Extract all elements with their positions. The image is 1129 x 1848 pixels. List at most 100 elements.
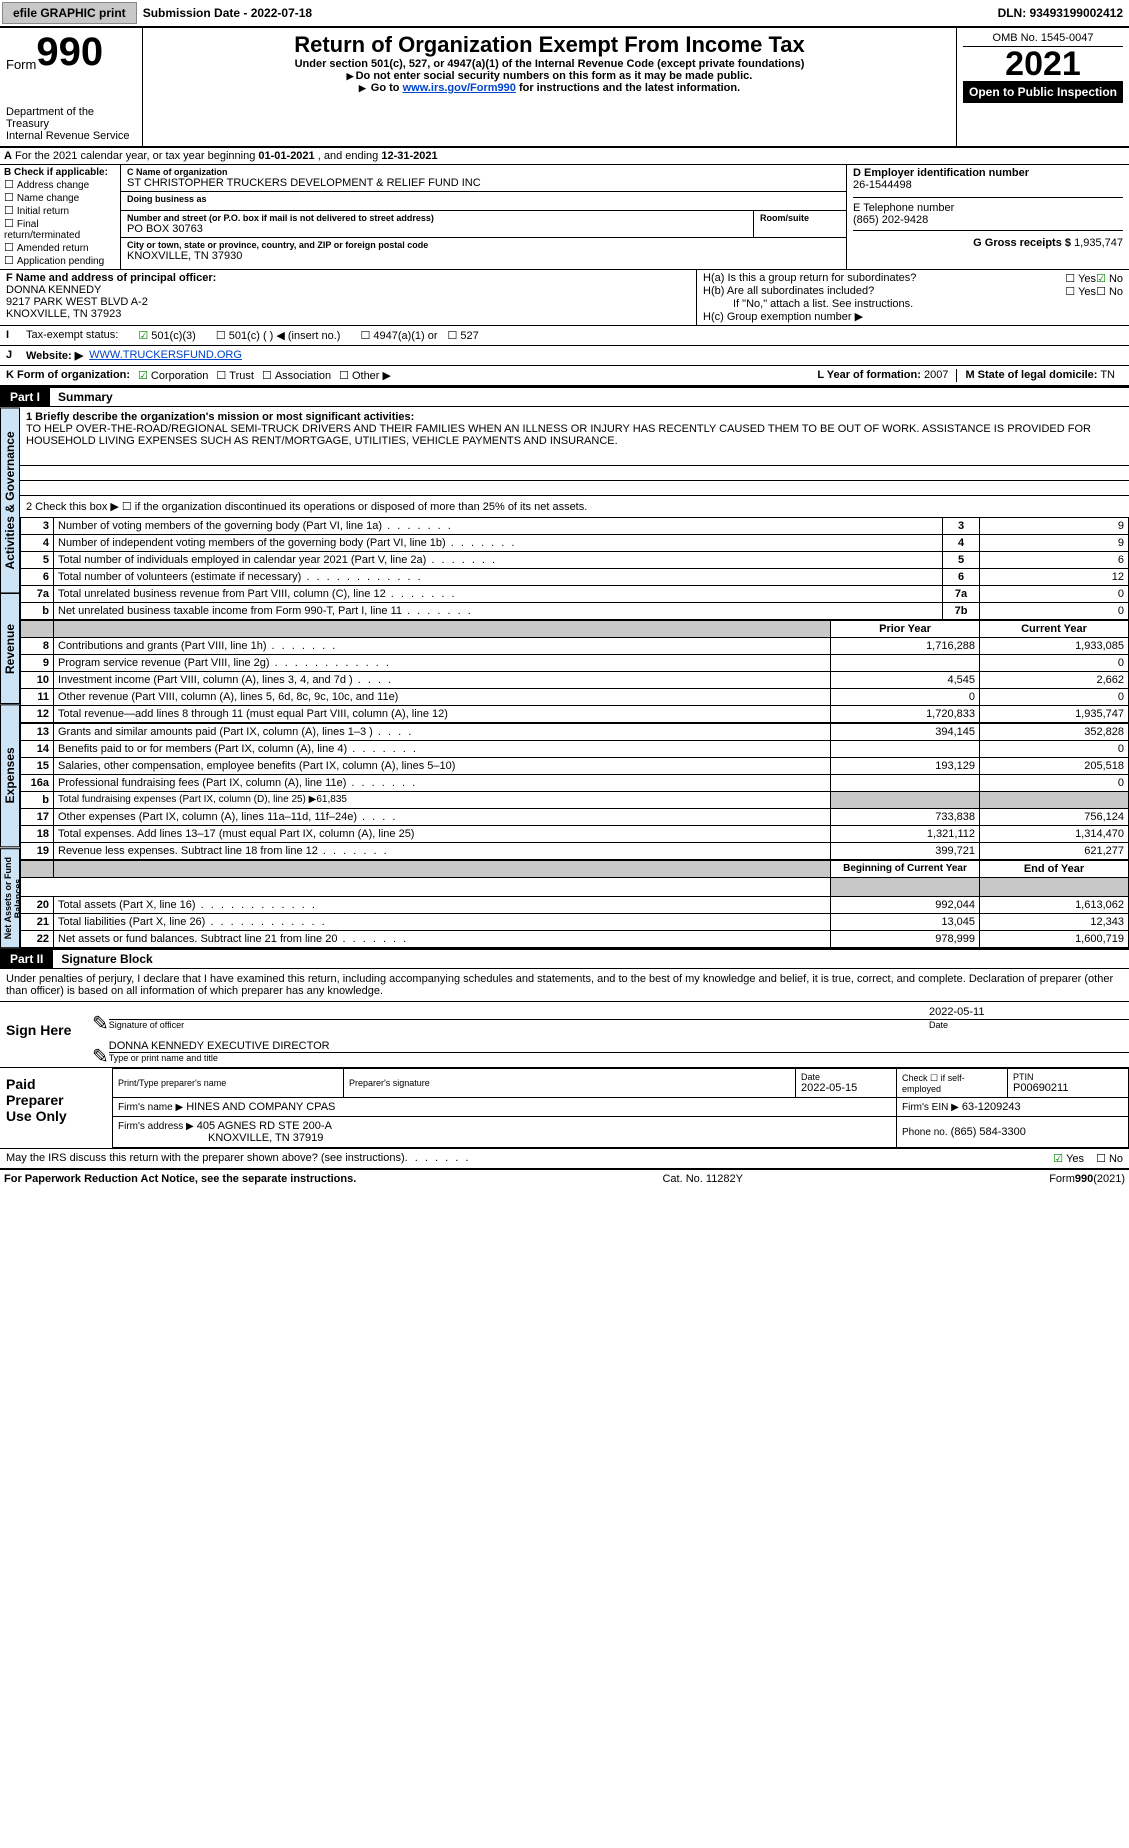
chk-address-change[interactable]: Address change (4, 178, 116, 191)
chk-other[interactable]: Other ▶ (339, 369, 391, 382)
officer-print-label: Type or print name and title (109, 1052, 1129, 1063)
chk-final-return[interactable]: Final return/terminated (4, 217, 116, 241)
section-l-label: L Year of formation: (817, 369, 921, 381)
officer-addr1: 9217 PARK WEST BLVD A-2 (6, 296, 690, 308)
street-label: Number and street (or P.O. box if mail i… (127, 213, 747, 223)
section-fh: F Name and address of principal officer:… (0, 270, 1129, 326)
table-row: 19Revenue less expenses. Subtract line 1… (21, 843, 1129, 860)
table-row: bTotal fundraising expenses (Part IX, co… (21, 792, 1129, 809)
self-employed-check[interactable]: Check ☐ if self-employed (897, 1069, 1008, 1098)
use-only-label: Use Only (6, 1108, 106, 1124)
firm-phone: (865) 584-3300 (951, 1126, 1026, 1138)
section-m-label: M State of legal domicile: (965, 369, 1097, 381)
table-row: 4Number of independent voting members of… (21, 535, 1129, 552)
tab-revenue: Revenue (0, 593, 20, 704)
firm-phone-label: Phone no. (902, 1127, 948, 1138)
table-row: 17Other expenses (Part IX, column (A), l… (21, 809, 1129, 826)
paid-preparer-section: Paid Preparer Use Only Print/Type prepar… (0, 1068, 1129, 1148)
open-public-badge: Open to Public Inspection (963, 81, 1123, 103)
mission-blank-line-1 (20, 451, 1129, 466)
hb-no[interactable]: No (1096, 285, 1123, 298)
table-row: bNet unrelated business taxable income f… (21, 603, 1129, 620)
chk-501c[interactable]: 501(c) ( ) ◀ (insert no.) (216, 329, 341, 342)
table-row: 20Total assets (Part X, line 16)992,0441… (21, 897, 1129, 914)
ha-yes[interactable]: Yes (1065, 272, 1096, 285)
top-controls: efile GRAPHIC print Submission Date - 20… (0, 0, 1129, 26)
table-row: 7aTotal unrelated business revenue from … (21, 586, 1129, 603)
efile-print-button[interactable]: efile GRAPHIC print (2, 2, 137, 24)
footer-left: For Paperwork Reduction Act Notice, see … (4, 1173, 356, 1185)
mission-text: TO HELP OVER-THE-ROAD/REGIONAL SEMI-TRUC… (26, 423, 1123, 447)
preparer-date-label: Date (801, 1072, 820, 1082)
dln-label: DLN: 93493199002412 (998, 6, 1127, 20)
chk-corp[interactable]: Corporation (138, 369, 208, 382)
table-row: 3Number of voting members of the governi… (21, 518, 1129, 535)
section-j: J Website: ▶ WWW.TRUCKERSFUND.ORG (0, 346, 1129, 366)
section-e-label: E Telephone number (853, 202, 1123, 214)
website-link[interactable]: WWW.TRUCKERSFUND.ORG (89, 349, 242, 362)
part-ii-header: Part II Signature Block (0, 948, 1129, 969)
table-row: 12Total revenue—add lines 8 through 11 (… (21, 706, 1129, 723)
hdr-prior-year: Prior Year (831, 621, 980, 638)
chk-501c3[interactable]: 501(c)(3) (138, 329, 196, 342)
ein-value: 26-1544498 (853, 179, 1123, 191)
firm-name: HINES AND COMPANY CPAS (186, 1101, 335, 1113)
preparer-sig-label: Preparer's signature (349, 1078, 790, 1088)
sig-date-label: Date (929, 1019, 1129, 1030)
city-value: KNOXVILLE, TN 37930 (127, 250, 840, 262)
chk-name-change[interactable]: Name change (4, 191, 116, 204)
section-a-text-b: , and ending (318, 150, 382, 162)
part-i-header: Part I Summary (0, 386, 1129, 407)
footer-form-b: 990 (1075, 1173, 1093, 1185)
tax-year: 2021 (963, 47, 1123, 81)
footer-form-c: (2021) (1093, 1173, 1125, 1185)
form-number: 990 (36, 32, 103, 72)
submission-date-label: Submission Date - 2022-07-18 (143, 6, 312, 20)
discuss-yes[interactable]: Yes (1053, 1152, 1084, 1165)
irs-link[interactable]: www.irs.gov/Form990 (403, 82, 516, 94)
hdr-current-year: Current Year (980, 621, 1129, 638)
q2-text: 2 Check this box ▶ ☐ if the organization… (20, 496, 1129, 517)
sign-here-label: Sign Here (6, 1022, 86, 1038)
table-row: 22Net assets or fund balances. Subtract … (21, 931, 1129, 948)
part-i-title: Summary (50, 390, 113, 404)
ha-no[interactable]: No (1096, 272, 1123, 285)
footer-cat: Cat. No. 11282Y (662, 1173, 743, 1185)
chk-amended-return[interactable]: Amended return (4, 241, 116, 254)
footer: For Paperwork Reduction Act Notice, see … (0, 1169, 1129, 1188)
chk-initial-return[interactable]: Initial return (4, 204, 116, 217)
sign-here-section: Sign Here 2022-05-11 ✎ Signature of offi… (0, 1002, 1129, 1068)
table-row: 6Total number of volunteers (estimate if… (21, 569, 1129, 586)
sig-date: 2022-05-11 (929, 1006, 1129, 1018)
pen-arrow-icon-2: ✎ (92, 1051, 109, 1063)
section-klm: K Form of organization: Corporation Trus… (0, 366, 1129, 386)
tax-year-end: 12-31-2021 (381, 150, 437, 162)
firm-ein: 63-1209243 (962, 1101, 1021, 1113)
firm-ein-label: Firm's EIN ▶ (902, 1102, 959, 1113)
firm-addr-label: Firm's address ▶ (118, 1121, 194, 1132)
section-f-label: F Name and address of principal officer: (6, 272, 690, 284)
chk-application-pending[interactable]: Application pending (4, 254, 116, 267)
tax-year-begin: 01-01-2021 (258, 150, 314, 162)
section-k-label: K Form of organization: (6, 369, 130, 382)
part-ii-band: Part II (0, 950, 53, 968)
h-b-label: H(b) Are all subordinates included? (703, 285, 1065, 298)
dba-label: Doing business as (127, 194, 840, 204)
org-name: ST CHRISTOPHER TRUCKERS DEVELOPMENT & RE… (127, 177, 840, 189)
discuss-row: May the IRS discuss this return with the… (0, 1148, 1129, 1169)
table-row: 5Total number of individuals employed in… (21, 552, 1129, 569)
discuss-no[interactable]: No (1096, 1152, 1123, 1165)
revenue-table: Prior YearCurrent Year 8Contributions an… (20, 620, 1129, 723)
firm-addr2: KNOXVILLE, TN 37919 (118, 1132, 323, 1144)
declaration-text: Under penalties of perjury, I declare th… (0, 969, 1129, 1002)
officer-addr2: KNOXVILLE, TN 37923 (6, 308, 690, 320)
hb-yes[interactable]: Yes (1065, 285, 1096, 298)
chk-assoc[interactable]: Association (262, 369, 331, 382)
chk-527[interactable]: 527 (448, 329, 479, 342)
form-subtitle-3a: Go to (371, 82, 403, 94)
sig-officer-label: Signature of officer (109, 1019, 929, 1030)
section-bcdeg: B Check if applicable: Address change Na… (0, 165, 1129, 270)
chk-4947[interactable]: 4947(a)(1) or (360, 329, 437, 342)
h-c-label: H(c) Group exemption number ▶ (703, 310, 1123, 323)
chk-trust[interactable]: Trust (216, 369, 254, 382)
